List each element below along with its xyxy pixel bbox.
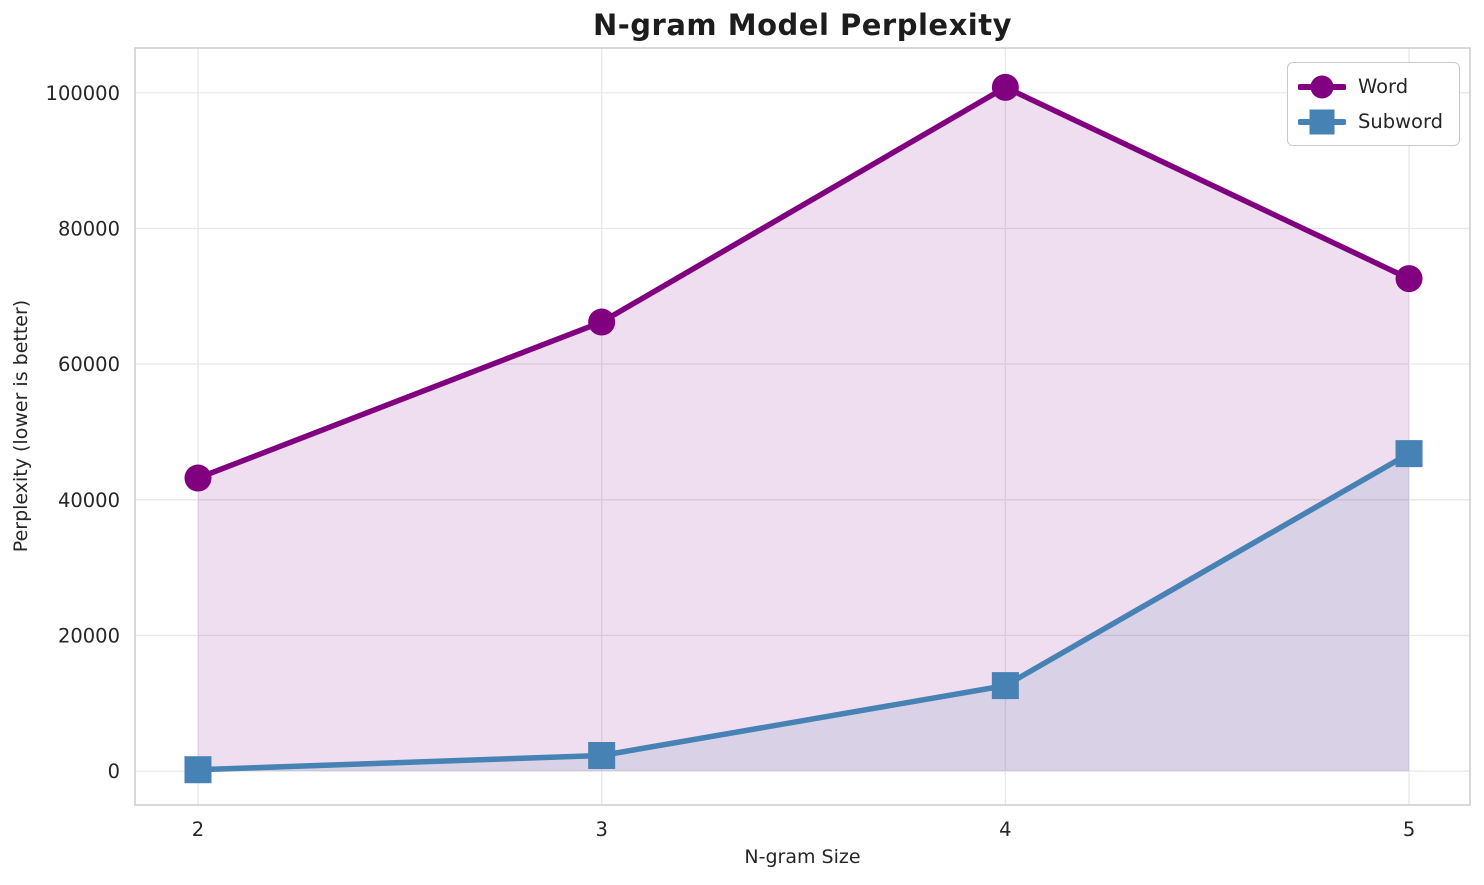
x-axis-label: N-gram Size: [744, 846, 861, 868]
y-tick-label: 60000: [58, 353, 120, 376]
area-fill-subword: [197, 453, 1410, 772]
marker-word: [588, 308, 616, 336]
marker-word: [184, 464, 212, 492]
chart-title: N-gram Model Perplexity: [592, 8, 1012, 42]
legend-item-subword: Subword: [1297, 105, 1443, 138]
y-tick-label: 100000: [46, 82, 120, 105]
y-tick-label: 80000: [58, 217, 120, 240]
legend-label-word: Word: [1357, 75, 1409, 98]
legend-label-subword: Subword: [1357, 110, 1443, 133]
axes-border: [134, 47, 1471, 806]
marker-subword: [184, 756, 212, 784]
marker-word: [1395, 265, 1423, 293]
x-tick-label: 5: [1403, 818, 1415, 841]
area-fill-word: [197, 87, 1410, 772]
legend: Word Subword: [1286, 62, 1460, 146]
legend-item-word: Word: [1297, 70, 1443, 103]
marker-subword: [991, 672, 1019, 700]
y-tick-label: 0: [108, 760, 120, 783]
x-tick-label: 2: [192, 818, 204, 841]
line-word: [195, 84, 1412, 481]
y-axis-label-text: Perplexity (lower is better): [10, 299, 32, 553]
word-series-marker-icon: [1297, 75, 1346, 98]
marker-subword: [588, 741, 616, 769]
subword-series-marker-icon: [1297, 109, 1346, 134]
x-tick-label: 3: [595, 818, 607, 841]
x-tick-label: 4: [999, 818, 1011, 841]
y-tick-label: 20000: [58, 624, 120, 647]
marker-word: [991, 73, 1019, 101]
line-subword: [195, 450, 1412, 773]
y-tick-label: 40000: [58, 489, 120, 512]
marker-subword: [1395, 440, 1423, 468]
